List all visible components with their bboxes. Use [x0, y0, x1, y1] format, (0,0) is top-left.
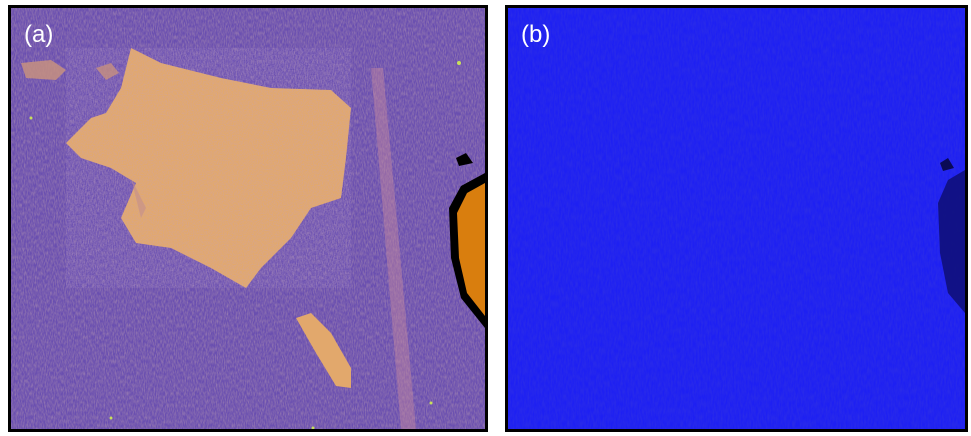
- flake-shape: [21, 48, 351, 388]
- micrograph-panel-b: (b): [505, 5, 968, 432]
- sample-holder: [449, 153, 485, 328]
- micrograph-b-image: [508, 8, 965, 429]
- sample-holder: [938, 158, 965, 313]
- micrograph-a-image: [11, 8, 485, 429]
- panel-label-b: (b): [521, 21, 551, 48]
- micrograph-panel-a: (a): [8, 5, 488, 432]
- panel-label-a: (a): [24, 21, 54, 48]
